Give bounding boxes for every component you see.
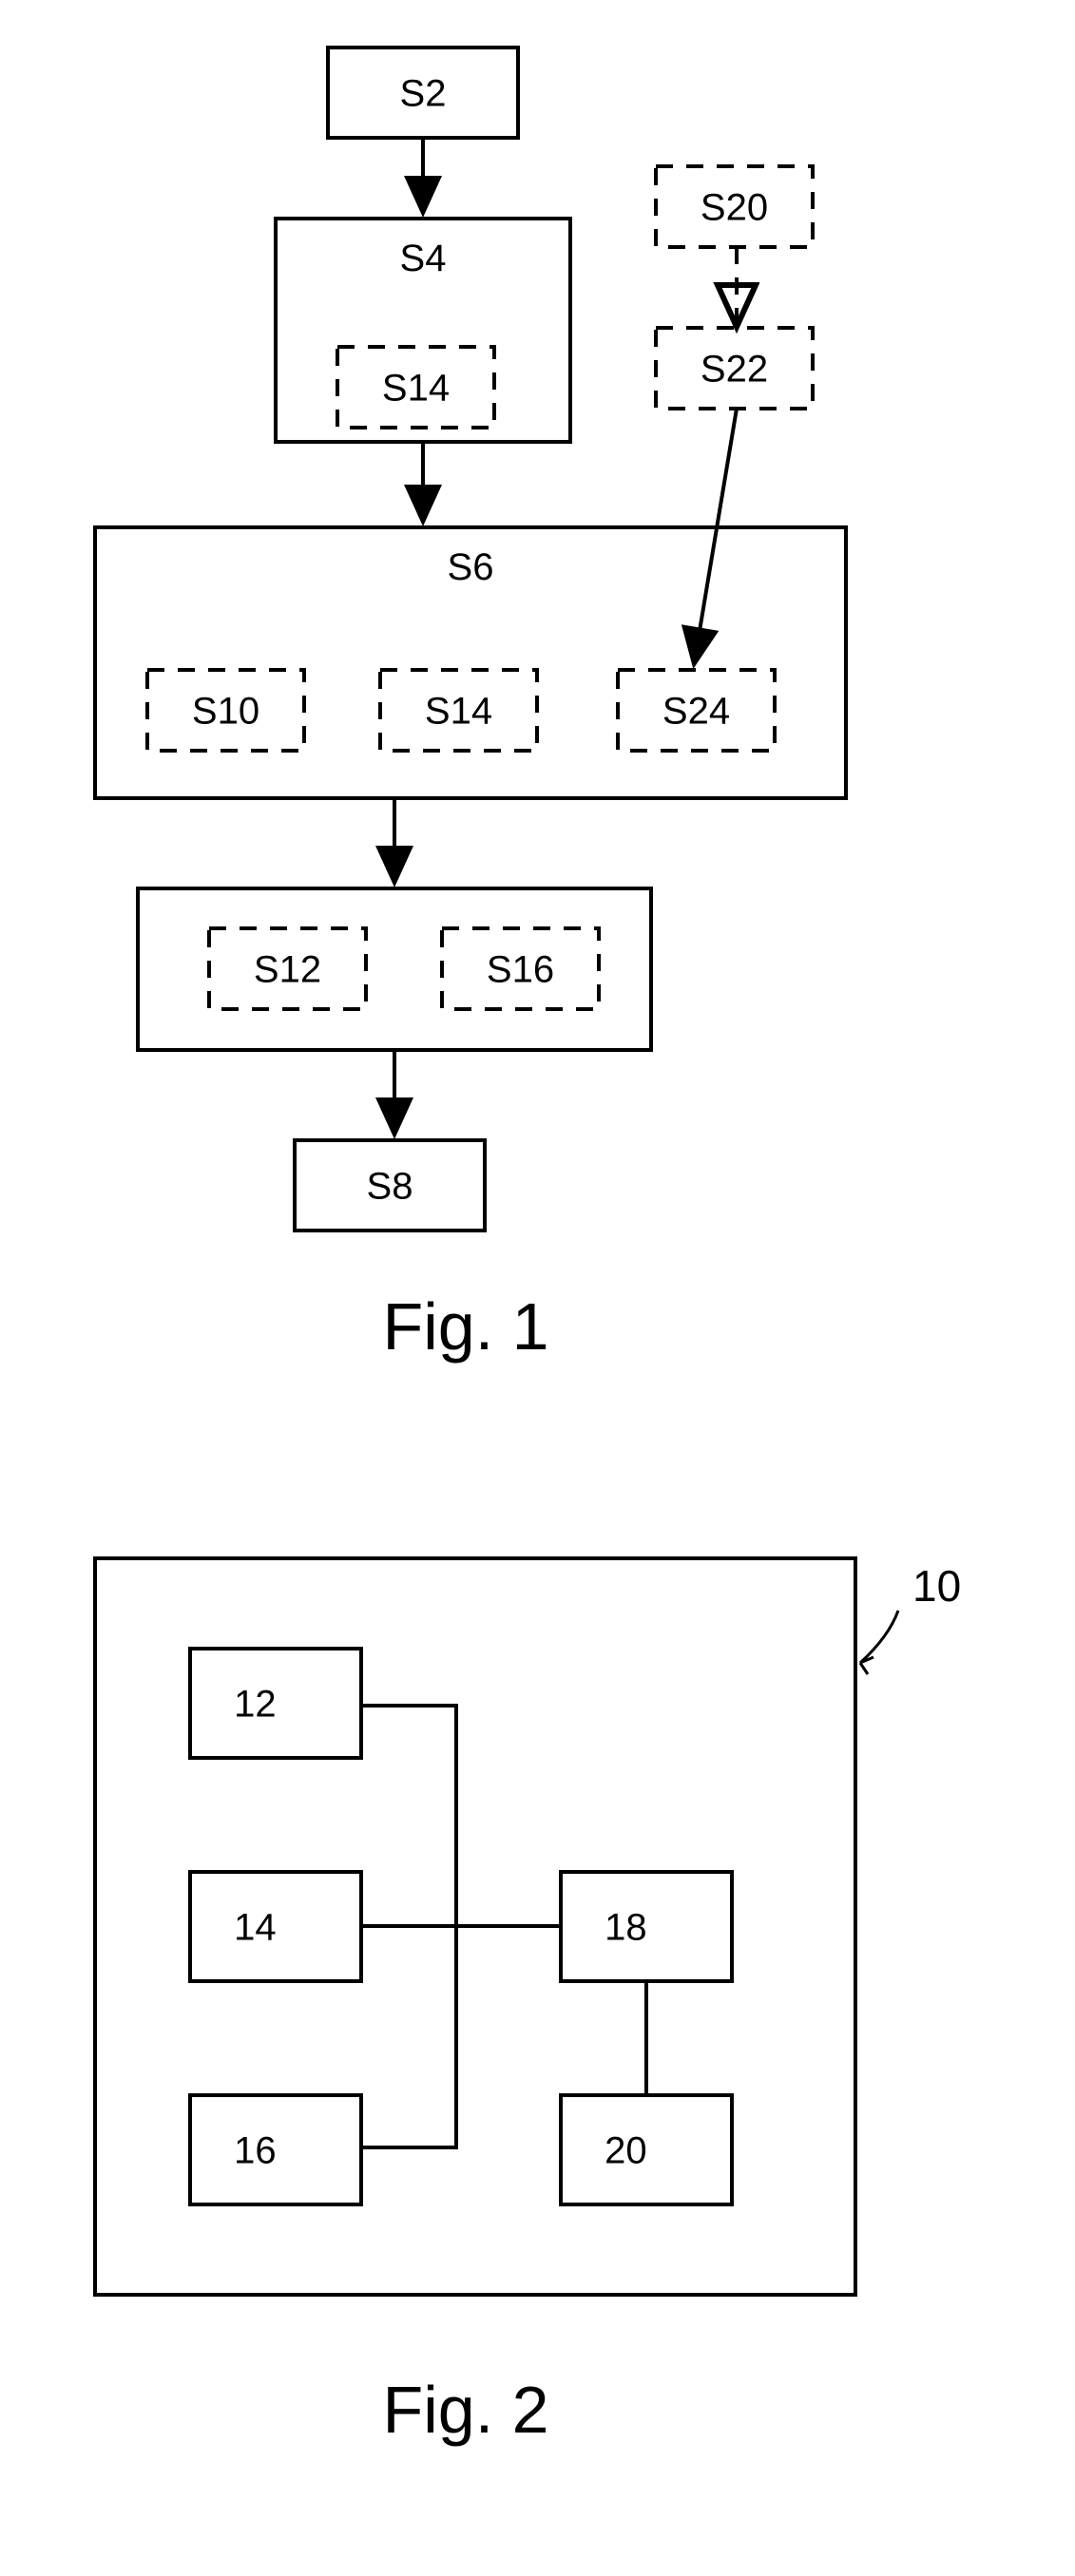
label-s2: S2 [400,73,447,115]
label-18: 18 [605,1907,647,1949]
callout-label: 10 [912,1561,961,1611]
arrow-5 [694,409,737,665]
label-s22: S22 [701,349,768,391]
label-14: 14 [234,1907,277,1949]
figure-1: S2 S4 S14 S20 S22 S6 S10 S14 S24 S12 S16 S8 Fig. 1 [95,48,846,1364]
label-s8: S8 [367,1166,413,1208]
label-s14b: S14 [425,691,492,733]
label-s14a: S14 [382,368,450,410]
label-s16: S16 [487,949,554,991]
figure-1-caption: Fig. 1 [382,1289,548,1364]
label-20: 20 [605,2130,647,2172]
label-s24: S24 [662,691,730,733]
figure-2: 10 12 14 16 18 20 Fig. 2 [95,1558,961,2447]
box-bx [138,888,651,1050]
label-16: 16 [234,2130,277,2172]
label-12: 12 [234,1684,277,1726]
figure-2-caption: Fig. 2 [382,2373,548,2447]
label-s12: S12 [254,949,321,991]
label-s20: S20 [701,187,768,229]
label-s10: S10 [192,691,259,733]
callout-tail [860,1611,898,1663]
label-s6: S6 [448,546,494,588]
label-s4: S4 [400,238,447,279]
